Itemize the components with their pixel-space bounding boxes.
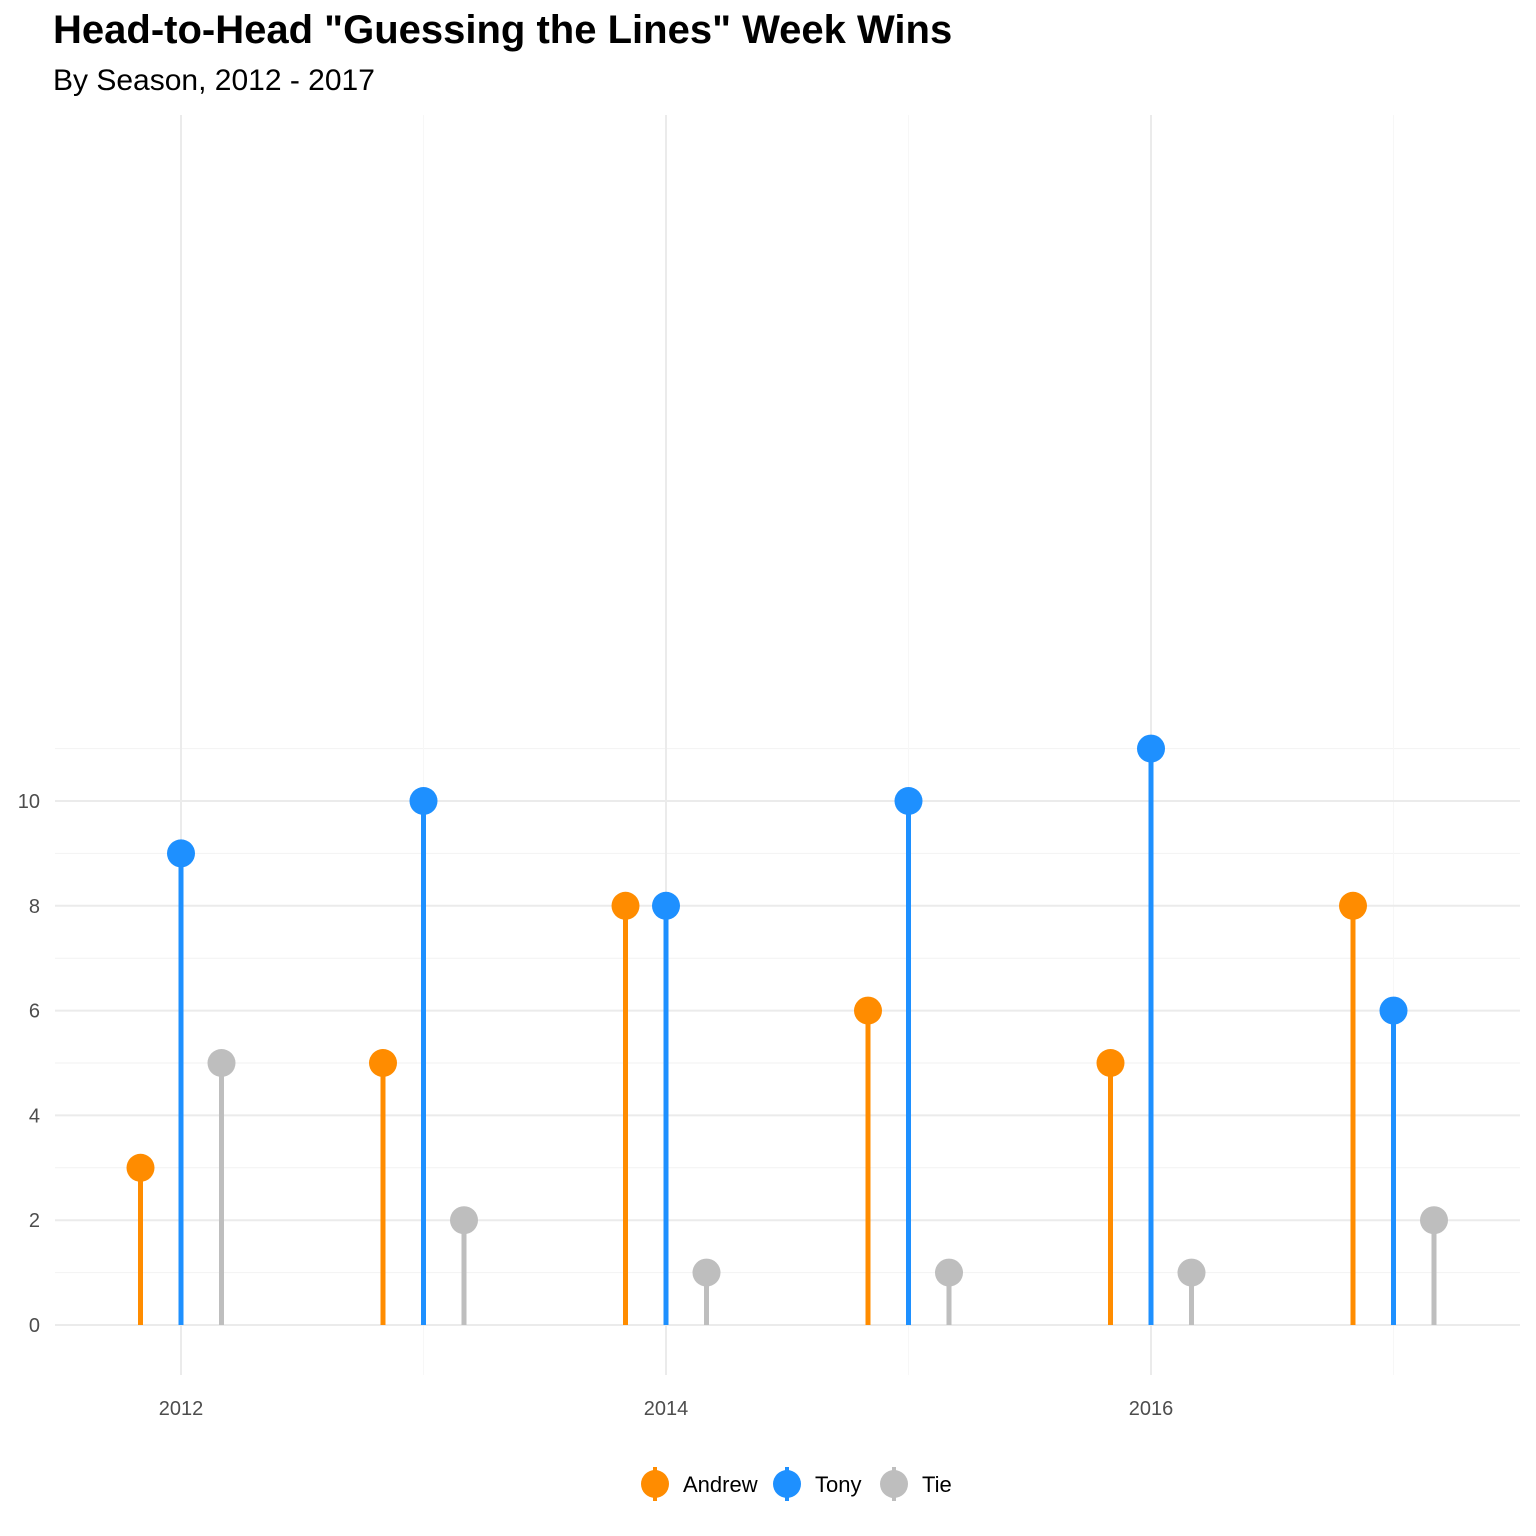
- y-tick-label: 6: [29, 1001, 40, 1023]
- point-andrew: [126, 1153, 155, 1182]
- y-tick-label: 0: [29, 1315, 40, 1337]
- point-tony: [1379, 996, 1408, 1025]
- legend-label-tie: Tie: [922, 1472, 952, 1497]
- point-tie: [1420, 1206, 1448, 1235]
- point-andrew: [1096, 1049, 1125, 1077]
- point-tie: [692, 1258, 721, 1287]
- point-tie: [935, 1258, 963, 1287]
- point-tony: [167, 839, 195, 868]
- y-tick-label: 10: [18, 791, 40, 813]
- chart-title: Head-to-Head "Guessing the Lines" Week W…: [53, 8, 953, 52]
- legend-layer: Andrew Tony Tie: [641, 1467, 952, 1501]
- x-tick-label: 2014: [644, 1398, 689, 1420]
- legend-key-point-tie: [880, 1470, 908, 1498]
- y-tick-label: 4: [29, 1105, 40, 1127]
- point-tie: [450, 1206, 478, 1235]
- legend-key-point-andrew: [641, 1470, 669, 1498]
- chart-subtitle: By Season, 2012 - 2017: [53, 64, 375, 97]
- legend-label-tony: Tony: [815, 1472, 861, 1497]
- point-tony: [894, 787, 923, 815]
- point-tie: [207, 1049, 236, 1077]
- point-tony: [409, 787, 438, 815]
- point-tony: [652, 891, 680, 920]
- y-tick-label: 8: [29, 896, 40, 918]
- x-tick-label: 2016: [1129, 1398, 1174, 1420]
- legend-key-point-tony: [773, 1470, 801, 1498]
- point-andrew: [1339, 891, 1367, 920]
- point-andrew: [611, 891, 640, 920]
- x-tick-label: 2012: [159, 1398, 204, 1420]
- point-andrew: [369, 1049, 397, 1077]
- y-tick-label: 2: [29, 1210, 40, 1232]
- axis-layer: 0 2 4 6 8 10 2012 2014 2016: [18, 791, 1174, 1420]
- grid-layer: [55, 115, 1520, 1375]
- marks-layer: [126, 734, 1448, 1325]
- legend-label-andrew: Andrew: [683, 1472, 758, 1497]
- point-tie: [1177, 1258, 1206, 1287]
- point-andrew: [854, 996, 882, 1025]
- point-tony: [1137, 734, 1165, 763]
